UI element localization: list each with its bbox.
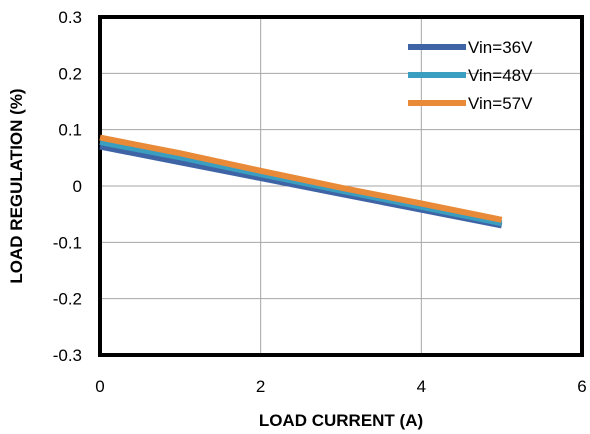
- y-tick-labels: 0.3 0.2 0.1 0 -0.1 -0.2 -0.3: [53, 8, 82, 365]
- x-tick-label: 4: [417, 377, 426, 396]
- y-tick-label: -0.1: [53, 233, 82, 252]
- y-tick-label: 0.1: [58, 121, 82, 140]
- series-lines: [99, 134, 503, 229]
- x-tick-label: 6: [577, 377, 586, 396]
- y-tick-label: 0.2: [58, 64, 82, 83]
- plot-area-frame: [98, 15, 584, 357]
- y-tick-label: -0.3: [53, 346, 82, 365]
- y-tick-label: 0.3: [58, 8, 82, 27]
- x-axis-label: LOAD CURRENT (A): [259, 411, 423, 430]
- y-tick-label: 0: [73, 177, 82, 196]
- x-tick-label: 2: [256, 377, 265, 396]
- x-tick-labels: 0 2 4 6: [95, 377, 586, 396]
- series-line: [99, 134, 503, 223]
- legend: Vin=36V Vin=48V Vin=57V: [408, 38, 533, 113]
- y-tick-label: -0.2: [53, 290, 82, 309]
- series-line: [99, 139, 503, 227]
- legend-label: Vin=48V: [468, 66, 533, 85]
- legend-label: Vin=57V: [468, 94, 533, 113]
- x-tick-label: 0: [95, 377, 104, 396]
- y-axis-label: LOAD REGULATION (%): [7, 88, 26, 283]
- legend-label: Vin=36V: [468, 38, 533, 57]
